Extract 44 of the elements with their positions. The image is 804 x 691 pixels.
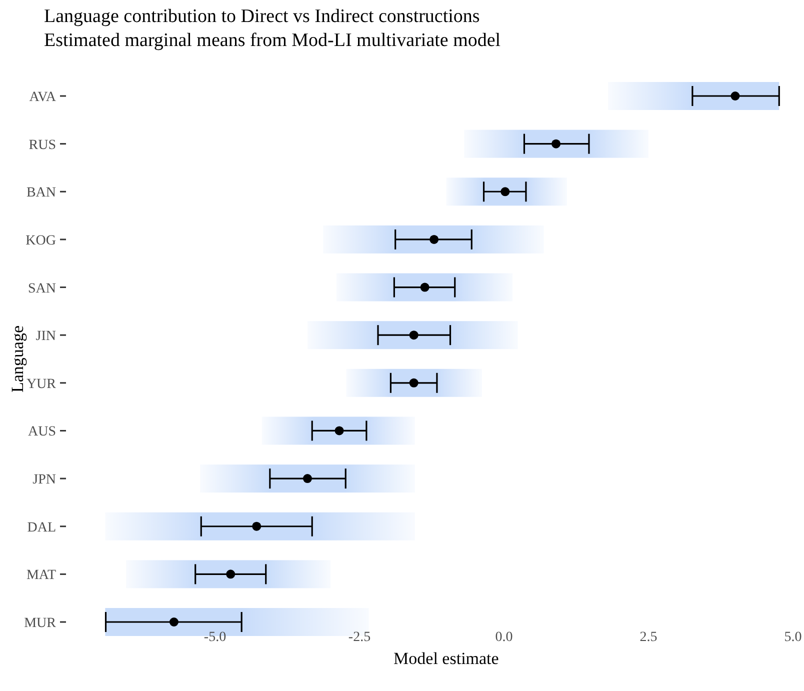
point [500,187,510,196]
point [302,474,312,484]
point [409,378,418,388]
point [226,570,236,579]
y-tick-label: JIN [36,329,56,344]
x-tick-label: 2.5 [640,630,658,645]
bar [262,416,415,445]
x-tick-label: 5.0 [784,630,802,645]
y-tick-label: SAN [28,281,56,296]
y-tick-label: BAN [26,186,56,201]
bar [307,321,518,350]
y-tick-label: KOG [26,233,56,248]
point [409,330,418,340]
chart-title: Language contribution to Direct vs Indirect constructions [44,6,480,27]
bar [446,178,567,206]
point [730,92,740,100]
y-tick-label: DAL [27,520,56,536]
point [420,282,430,292]
bar [464,130,648,158]
bar [346,368,482,397]
x-tick-label: 0.0 [495,630,513,645]
bar [126,560,331,588]
x-tick-label: -2.5 [348,630,371,645]
bar [200,464,415,493]
y-axis-title: Language [8,325,27,393]
y-tick-label: AUS [28,424,56,440]
y-tick-label: AVA [29,90,57,105]
point [334,426,344,436]
y-tick-label: RUS [28,138,56,153]
point [430,234,439,244]
chart-subtitle: Estimated marginal means from Mod-LI multivariate model [44,30,501,51]
point [552,139,561,148]
x-tick-label: -5.0 [204,630,226,645]
y-tick-label: MUR [24,616,57,631]
x-axis-title: Model estimate [394,649,499,668]
bar [608,82,780,110]
point [252,522,262,531]
point [169,618,178,626]
y-tick-label: MAT [26,568,56,584]
y-tick-label: JPN [32,472,56,488]
bar [105,512,415,540]
bar [336,273,513,302]
bar [323,225,544,254]
y-tick-label: YUR [26,376,57,392]
